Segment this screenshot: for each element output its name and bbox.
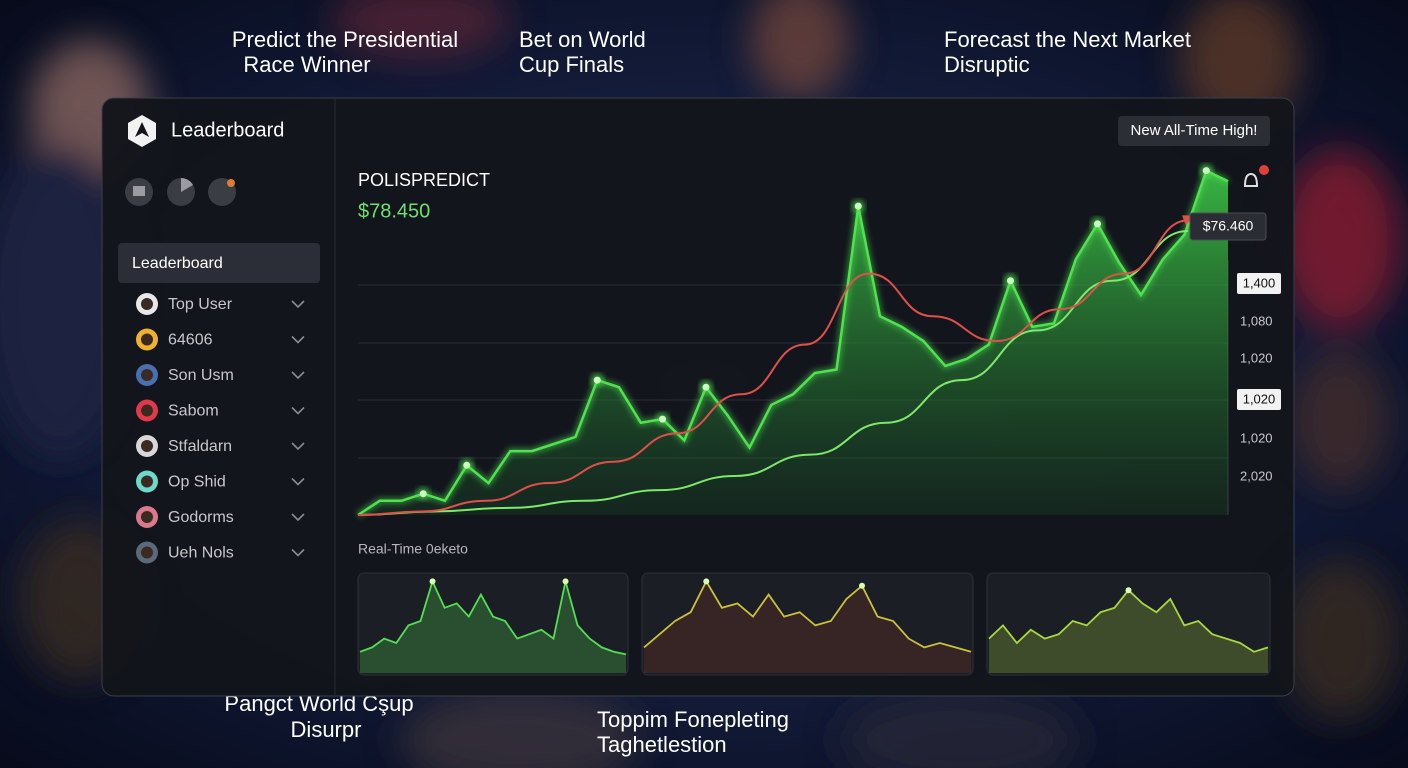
sidebar-title: Leaderboard — [171, 119, 284, 141]
price-tag — [1189, 212, 1267, 241]
panel — [101, 97, 1295, 697]
sidebar-item[interactable]: Op Shid — [168, 474, 226, 491]
bell-icon[interactable] — [1243, 165, 1269, 187]
caption: Forecast the Next Market — [944, 27, 1191, 52]
trend-line — [357, 230, 1189, 516]
point — [1094, 220, 1101, 228]
mini-chart — [357, 572, 629, 676]
main-chart — [356, 163, 1230, 518]
badge — [1118, 116, 1270, 146]
chevron[interactable] — [291, 371, 305, 380]
mini-point — [429, 578, 436, 585]
avatar-face — [141, 511, 153, 523]
mini-charts — [357, 572, 1271, 676]
sidebar-item[interactable]: Godorms — [168, 509, 234, 526]
sidebar-icons — [125, 178, 236, 206]
point — [593, 376, 601, 384]
realtime-label: Real-Time 0eketo — [358, 541, 468, 557]
chevron[interactable] — [291, 300, 305, 309]
sidebar-item[interactable]: Son Usm — [168, 367, 234, 384]
caption: Disruptic — [944, 52, 1030, 77]
axis-label: 1,020 — [1243, 391, 1276, 406]
point — [1202, 167, 1210, 175]
sidebar-item[interactable]: Sabom — [168, 403, 219, 420]
axis-label: 1,020 — [1240, 430, 1273, 445]
avatar-face — [141, 333, 153, 346]
sidebar-active-label[interactable]: Leaderboard — [132, 255, 223, 272]
chevron[interactable] — [291, 548, 305, 557]
chevron[interactable] — [291, 513, 305, 522]
caption: Bet on World — [519, 27, 646, 52]
point — [659, 415, 666, 423]
sidebar-item[interactable]: Stfaldarn — [168, 438, 232, 455]
mini-area — [644, 581, 971, 673]
logo — [128, 115, 156, 147]
chevron[interactable] — [291, 335, 305, 344]
chevron[interactable] — [291, 442, 305, 451]
point — [419, 490, 427, 498]
caption: Taghetlestion — [597, 732, 727, 757]
avatar-face — [141, 546, 153, 559]
axis-label: 2,020 — [1240, 468, 1273, 483]
chart-title: POLISPREDICT — [358, 170, 490, 190]
sidebar-item[interactable]: Top User — [168, 296, 233, 313]
mini-line — [643, 579, 972, 653]
sidebar-active[interactable] — [118, 243, 320, 283]
axis-label: 1,020 — [1240, 350, 1273, 365]
mini-area — [989, 590, 1268, 673]
sidebar-item[interactable]: Ueh Nols — [168, 545, 234, 562]
mini-line — [359, 578, 627, 656]
caption: Predict the Presidential — [232, 27, 458, 52]
point — [1007, 277, 1014, 285]
chevron[interactable] — [291, 406, 305, 415]
mini-point — [562, 578, 569, 585]
line — [357, 168, 1229, 517]
avatar-face — [141, 404, 153, 417]
axis-flag — [1237, 273, 1281, 294]
chart-value: $78.450 — [358, 200, 430, 222]
caption: Disurpr — [291, 717, 362, 742]
axis-label: 1,080 — [1240, 313, 1273, 328]
mini-point — [703, 578, 710, 585]
axis-flag — [1237, 389, 1281, 410]
point — [854, 202, 862, 210]
chevron[interactable] — [291, 477, 305, 486]
avatar-face — [141, 369, 153, 381]
point — [702, 383, 710, 391]
badge-label: New All-Time High! — [1131, 122, 1258, 139]
sidebar-list: Top User 64606 Son Usm Sabom Stfaldarn Op Shi… — [136, 293, 305, 564]
sidebar-item[interactable]: 64606 — [168, 332, 213, 349]
avatar-face — [141, 298, 153, 310]
mini-chart — [641, 572, 974, 676]
caption: Race Winner — [243, 52, 370, 77]
avatar-face — [141, 440, 153, 452]
caption: Cup Finals — [519, 52, 624, 77]
avatar-face — [141, 475, 153, 488]
mini-point — [859, 582, 865, 589]
trend-line — [357, 219, 1189, 516]
point — [463, 461, 471, 469]
axis-label: 1,400 — [1243, 275, 1276, 290]
price-tag-label: $76.460 — [1203, 218, 1254, 234]
caption: Toppim Fonepleting — [597, 707, 789, 732]
area — [358, 170, 1228, 515]
mini-chart — [986, 572, 1271, 676]
mini-point — [1125, 587, 1132, 594]
